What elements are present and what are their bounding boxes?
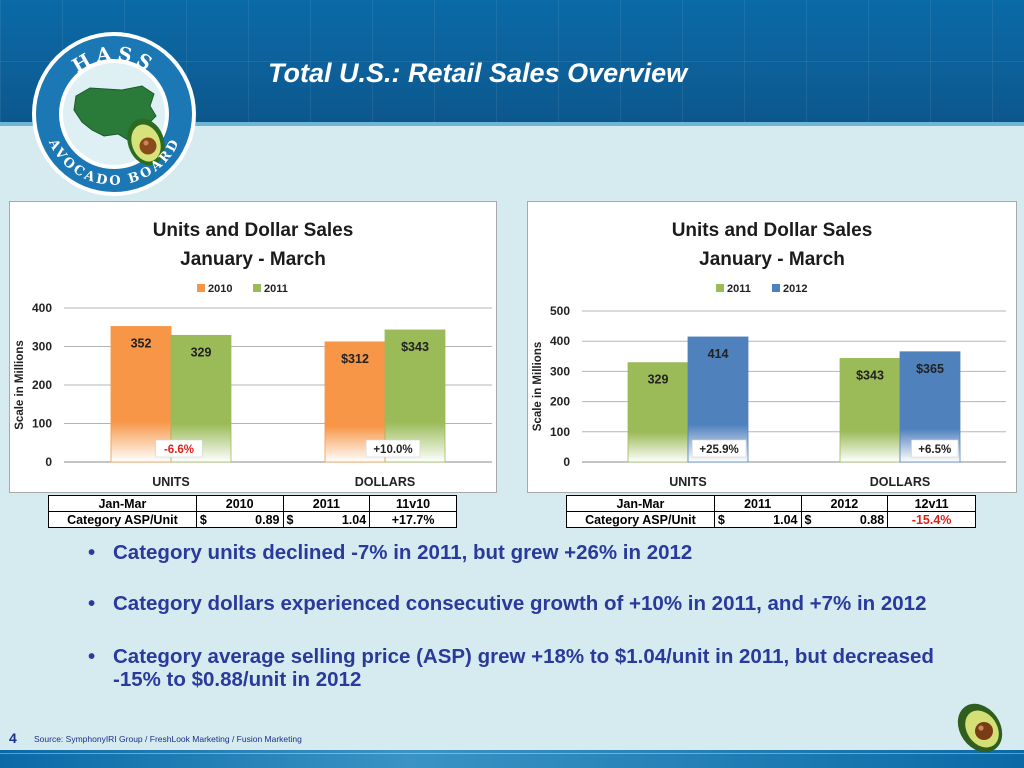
change-label-box xyxy=(155,439,203,458)
chart-units-dollars-2010-2011: Units and Dollar Sales January - March 201… xyxy=(14,220,492,489)
legend-swatch-2011 xyxy=(716,284,724,292)
legend-label-2010: 2010 xyxy=(208,283,232,295)
page-number: 4 xyxy=(9,730,17,746)
footer-bar-line xyxy=(0,753,1024,754)
y-tick-label: 300 xyxy=(550,364,570,378)
y-tick-label: 100 xyxy=(550,425,570,439)
asp-amount: 1.04 xyxy=(773,512,798,527)
key-findings-list: Category units declined -7% in 2011, but… xyxy=(88,540,948,691)
chart-title: Units and Dollar Sales xyxy=(672,220,873,241)
asp-change-value: +17.7% xyxy=(369,511,457,528)
change-label: +25.9% xyxy=(699,444,738,456)
asp-table-value-row: Category ASP/Unit $0.89 $1.04 +17.7% xyxy=(48,511,457,528)
asp-table-2010-2011: Jan-Mar 2010 2011 11v10 Category ASP/Uni… xyxy=(48,495,457,528)
asp-header-year-a: 2011 xyxy=(713,495,802,512)
bar-units-2010 xyxy=(110,326,172,463)
change-label-box xyxy=(911,439,959,458)
data-label: $312 xyxy=(341,352,369,366)
change-label: -6.6% xyxy=(164,444,194,456)
bar-dollars-2011 xyxy=(839,358,901,463)
asp-header-year-b: 2012 xyxy=(800,495,889,512)
asp-table-header-row: Jan-Mar 2010 2011 11v10 xyxy=(48,495,457,512)
avocado-icon xyxy=(127,118,165,166)
asp-amount: 0.89 xyxy=(255,512,280,527)
asp-value-year-a: $0.89 xyxy=(195,511,284,528)
legend-label-2011: 2011 xyxy=(264,283,288,295)
legend-label-2012: 2012 xyxy=(783,283,807,295)
change-label: +10.0% xyxy=(373,444,412,456)
bullet-dollars: Category dollars experienced consecutive… xyxy=(88,592,948,615)
currency-symbol: $ xyxy=(804,512,812,527)
asp-change-value: -15.4% xyxy=(887,511,976,528)
y-tick-label: 200 xyxy=(32,378,52,392)
y-tick-label: 200 xyxy=(550,395,570,409)
asp-header-period: Jan-Mar xyxy=(48,495,197,512)
y-tick-label: 400 xyxy=(32,301,52,315)
asp-header-change: 11v10 xyxy=(369,495,457,512)
y-tick-label: 0 xyxy=(563,455,570,469)
x-category-label: DOLLARS xyxy=(355,475,415,489)
x-category-label: UNITS xyxy=(669,475,707,489)
hass-avocado-board-logo: HASS AVOCADO BOARD xyxy=(32,32,196,196)
currency-symbol: $ xyxy=(286,512,294,527)
chart-subtitle: January - March xyxy=(699,249,845,270)
asp-row-label: Category ASP/Unit xyxy=(566,511,715,528)
asp-amount: 1.04 xyxy=(341,512,367,527)
change-label-box xyxy=(365,439,421,458)
legend-swatch-2012 xyxy=(772,284,780,292)
asp-amount: 0.88 xyxy=(859,512,885,527)
header-bottom-strip xyxy=(0,122,1024,126)
currency-symbol: $ xyxy=(717,512,725,527)
page-title: Total U.S.: Retail Sales Overview xyxy=(268,58,688,88)
asp-table-value-row: Category ASP/Unit $1.04 $0.88 -15.4% xyxy=(566,511,976,528)
data-label: 414 xyxy=(708,347,729,361)
data-label: 329 xyxy=(648,373,669,387)
asp-table-2011-2012: Jan-Mar 2011 2012 12v11 Category ASP/Uni… xyxy=(566,495,976,528)
change-label: +6.5% xyxy=(918,444,951,456)
chart-title: Units and Dollar Sales xyxy=(153,220,354,241)
chart-panel-2010-2011: Units and Dollar Sales January - March 201… xyxy=(9,201,497,493)
asp-header-year-a: 2010 xyxy=(195,495,284,512)
asp-header-change: 12v11 xyxy=(887,495,976,512)
currency-symbol: $ xyxy=(199,512,207,527)
corner-avocado-icon xyxy=(957,703,1003,753)
data-label: $343 xyxy=(856,368,884,382)
x-category-label: DOLLARS xyxy=(870,475,930,489)
footer-bar xyxy=(0,750,1024,768)
change-label-box xyxy=(691,439,747,458)
asp-header-year-b: 2011 xyxy=(282,495,371,512)
data-label: $343 xyxy=(401,340,429,354)
y-tick-label: 100 xyxy=(32,417,52,431)
asp-row-label: Category ASP/Unit xyxy=(48,511,197,528)
y-tick-label: 0 xyxy=(45,455,52,469)
asp-value-year-b: $0.88 xyxy=(800,511,889,528)
legend-swatch-2010 xyxy=(197,284,205,292)
y-axis-label: Scale in Millions xyxy=(532,342,544,431)
y-tick-label: 400 xyxy=(550,334,570,348)
asp-value-year-b: $1.04 xyxy=(282,511,371,528)
legend-label-2011: 2011 xyxy=(727,283,751,295)
asp-table-header-row: Jan-Mar 2011 2012 12v11 xyxy=(566,495,976,512)
asp-value-year-a: $1.04 xyxy=(713,511,802,528)
x-category-label: UNITS xyxy=(152,475,190,489)
chart-subtitle: January - March xyxy=(180,249,326,270)
chart-units-dollars-2011-2012: Units and Dollar Sales January - March 201… xyxy=(532,220,1006,489)
bar-units-2011 xyxy=(627,362,689,463)
data-label: 352 xyxy=(131,336,152,350)
bullet-asp: Category average selling price (ASP) gre… xyxy=(88,645,948,691)
bullet-units: Category units declined -7% in 2011, but… xyxy=(88,541,948,564)
y-axis-label: Scale in Millions xyxy=(14,340,26,429)
chart-panel-2011-2012: Units and Dollar Sales January - March 201… xyxy=(527,201,1017,493)
source-note: Source: SymphonyIRI Group / FreshLook Ma… xyxy=(34,734,302,744)
data-label: 329 xyxy=(191,345,212,359)
legend-swatch-2011 xyxy=(253,284,261,292)
asp-header-period: Jan-Mar xyxy=(566,495,715,512)
y-tick-label: 500 xyxy=(550,304,570,318)
data-label: $365 xyxy=(916,362,944,376)
y-tick-label: 300 xyxy=(32,340,52,354)
